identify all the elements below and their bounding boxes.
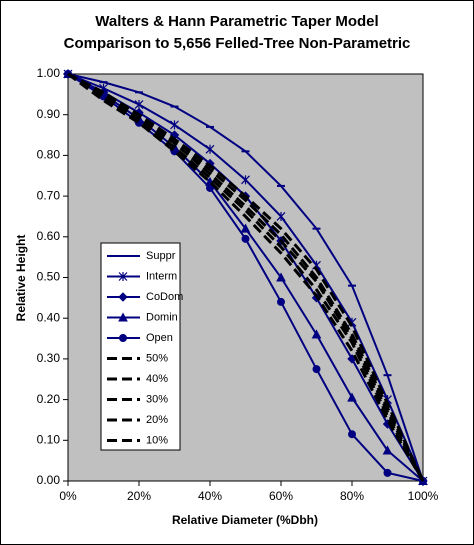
legend-label: 30% [146,393,168,405]
marker [170,120,179,130]
legend-label: 10% [146,434,168,446]
y-tick-label: 0.60 [37,229,61,243]
marker [205,144,215,154]
marker [347,392,357,402]
series-line [67,72,425,482]
legend-label: Open [146,332,173,344]
legend-label: Domin [146,311,178,323]
legend-marker [119,334,127,342]
marker [276,272,286,282]
y-tick-label: 0.50 [37,270,61,284]
legend-label: 40% [146,373,168,385]
x-tick-label: 40% [198,489,222,503]
marker [312,365,321,374]
x-tick-label: 80% [340,489,364,503]
marker [277,297,285,306]
legend-marker [118,312,128,322]
series-line [67,72,425,482]
x-tick-label: 100% [408,489,439,503]
x-tick-label: 0% [59,489,77,503]
marker [240,223,251,233]
marker [241,175,250,185]
series-line [67,72,425,482]
marker [241,234,250,243]
y-tick-label: 0.30 [37,351,61,365]
marker [348,430,356,439]
x-tick-label: 20% [127,489,151,503]
y-tick-label: 0.80 [37,148,61,162]
series-line [67,72,425,482]
legend-label: Interm [146,270,177,282]
y-tick-label: 0.00 [37,473,61,487]
marker [206,183,214,192]
y-tick-label: 0.40 [37,310,61,324]
y-tick-label: 0.70 [37,188,61,202]
legend-label: CoDom [146,291,183,303]
marker [276,211,286,221]
legend-label: Suppr [146,250,176,262]
legend-label: 20% [146,414,168,426]
chart-subtitle: Comparison to 5,656 Felled-Tree Non-Para… [64,35,411,52]
marker [311,329,322,339]
x-tick-label: 60% [269,489,293,503]
y-tick-label: 0.10 [37,432,61,446]
x-axis-label: Relative Diameter (%Dbh) [172,513,318,527]
y-tick-label: 0.90 [37,107,61,121]
legend-label: 50% [146,352,168,364]
chart-title: Walters & Hann Parametric Taper Model [95,13,378,30]
legend-marker [118,272,128,281]
legend-marker [118,292,128,302]
y-tick-label: 0.20 [37,392,61,406]
marker [383,468,392,477]
marker [382,445,393,455]
series-line [67,72,425,482]
marker [134,100,144,110]
y-tick-label: 1.00 [37,66,61,80]
y-axis-label: Relative Height [14,235,28,322]
